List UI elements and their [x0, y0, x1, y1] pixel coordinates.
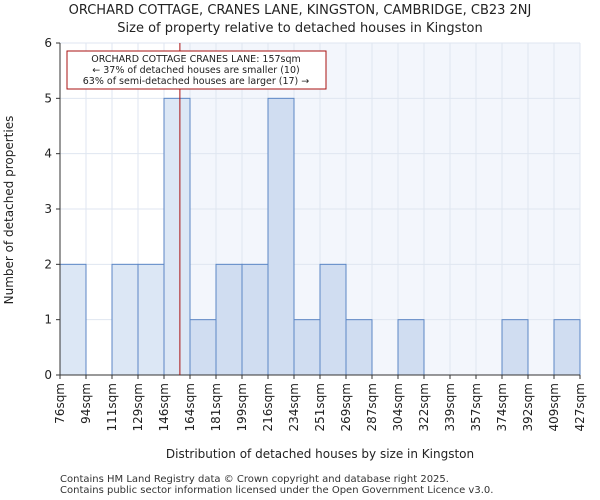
x-tick-label: 76sqm [53, 383, 67, 424]
x-tick-label: 181sqm [209, 383, 223, 431]
histogram-bar [189, 319, 217, 376]
y-tick-label: 1 [44, 313, 52, 327]
y-tick-label: 6 [44, 36, 52, 50]
x-tick-label: 374sqm [495, 383, 509, 431]
histogram-bar [553, 319, 581, 376]
histogram-bar [293, 319, 321, 376]
histogram-bar [111, 263, 139, 376]
annotation-box [66, 50, 327, 90]
x-tick-label: 287sqm [365, 383, 379, 431]
histogram-bar [267, 97, 295, 376]
histogram-bar [397, 319, 425, 376]
histogram-bar [163, 97, 191, 376]
chart-subtitle: Size of property relative to detached ho… [117, 21, 483, 36]
x-tick-label: 146sqm [157, 383, 171, 431]
histogram-bar [215, 263, 243, 376]
y-axis-label: Number of detached properties [2, 116, 16, 305]
annotation-line: ← 37% of detached houses are smaller (10… [92, 65, 299, 76]
chart-title: ORCHARD COTTAGE, CRANES LANE, KINGSTON, … [68, 3, 532, 18]
x-tick-label: 269sqm [339, 383, 353, 431]
x-tick-label: 339sqm [443, 383, 457, 431]
x-tick-label: 409sqm [547, 383, 561, 431]
x-tick-label: 392sqm [521, 383, 535, 431]
histogram-bar [137, 263, 165, 376]
x-tick-label: 199sqm [235, 383, 249, 431]
x-tick-label: 129sqm [131, 383, 145, 431]
histogram-bar [241, 263, 269, 376]
footer-line-1: Contains HM Land Registry data © Crown c… [60, 474, 449, 485]
histogram-bar [501, 319, 529, 376]
y-tick-label: 0 [44, 368, 52, 382]
x-tick-label: 427sqm [573, 383, 587, 431]
annotation-line: ORCHARD COTTAGE CRANES LANE: 157sqm [91, 54, 301, 65]
histogram-bar [59, 263, 87, 376]
y-tick-label: 4 [44, 147, 52, 161]
y-tick-label: 3 [44, 202, 52, 216]
y-tick-label: 5 [44, 91, 52, 105]
x-tick-label: 357sqm [469, 383, 483, 431]
x-tick-label: 94sqm [79, 383, 93, 424]
histogram-bar [345, 319, 373, 376]
histogram-bar [319, 263, 347, 376]
x-tick-label: 111sqm [105, 383, 119, 431]
x-tick-label: 322sqm [417, 383, 431, 431]
x-axis-label: Distribution of detached houses by size … [166, 447, 474, 461]
x-tick-label: 216sqm [261, 383, 275, 431]
x-tick-label: 164sqm [183, 383, 197, 431]
annotation-line: 63% of semi-detached houses are larger (… [83, 76, 310, 87]
x-tick-label: 234sqm [287, 383, 301, 431]
footer-line-2: Contains public sector information licen… [60, 485, 494, 496]
x-tick-label: 304sqm [391, 383, 405, 431]
y-tick-label: 2 [44, 257, 52, 271]
x-tick-label: 251sqm [313, 383, 327, 431]
